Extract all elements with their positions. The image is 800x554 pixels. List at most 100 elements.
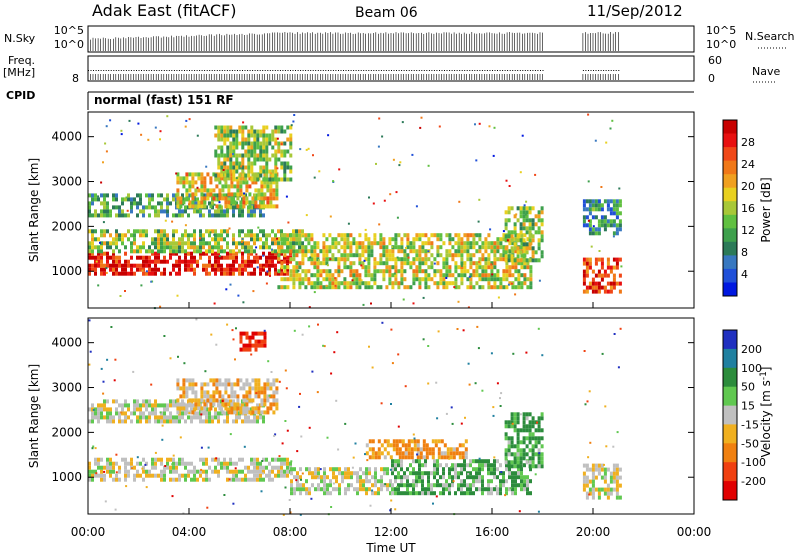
echo-cell [319, 273, 323, 278]
echo-cell [100, 407, 103, 412]
echo-cell [425, 443, 429, 448]
noise-cell [235, 177, 238, 180]
echo-cell [394, 265, 398, 270]
echo-cell [127, 469, 130, 474]
echo-cell [253, 415, 256, 420]
echo-cell [277, 149, 281, 154]
echo-cell [109, 457, 112, 462]
echo-cell [272, 382, 276, 387]
echo-cell [298, 281, 302, 286]
echo-cell [525, 230, 529, 235]
echo-cell [235, 415, 238, 420]
echo-cell [214, 193, 217, 198]
echo-cell [247, 477, 250, 482]
echo-cell [269, 196, 273, 201]
nsky-tick-top: 10^5 [54, 24, 84, 37]
echo-cell [391, 487, 394, 492]
echo-cell [253, 267, 256, 272]
echo-cell [520, 261, 524, 266]
echo-cell [100, 259, 103, 264]
echo-cell [421, 245, 425, 250]
echo-cell [439, 273, 443, 278]
echo-cell [185, 378, 189, 383]
echo-cell [272, 394, 276, 399]
echo-cell [239, 410, 243, 415]
echo-cell [250, 141, 254, 146]
echo-cell [169, 201, 172, 206]
echo-cell [100, 245, 103, 250]
noise-cell [302, 235, 305, 238]
echo-cell [217, 125, 221, 130]
nave-dot [317, 70, 319, 71]
echo-cell [612, 281, 616, 286]
noise-cell [150, 280, 153, 283]
echo-cell [260, 188, 264, 193]
echo-cell [160, 271, 163, 276]
echo-cell [403, 249, 407, 254]
echo-cell [274, 241, 277, 246]
echo-cell [193, 477, 196, 482]
echo-cell [214, 259, 217, 264]
echo-cell [355, 249, 359, 254]
echo-cell [392, 447, 396, 452]
echo-cell [358, 257, 362, 262]
echo-cell [337, 233, 341, 238]
echo-cell [257, 339, 261, 344]
echo-cell [259, 461, 262, 466]
echo-cell [373, 233, 377, 238]
echo-cell [130, 267, 133, 272]
echo-cell [437, 439, 441, 444]
echo-cell [455, 451, 459, 456]
echo-cell [307, 233, 311, 238]
echo-cell [166, 241, 169, 246]
nave-dot [191, 70, 193, 71]
echo-cell [154, 213, 157, 218]
echo-cell [528, 428, 532, 433]
echo-cell [418, 265, 422, 270]
echo-cell [277, 145, 281, 150]
echo-cell [103, 193, 106, 198]
echo-cell [585, 269, 589, 274]
noise-cell [120, 411, 123, 414]
y-tick-label: 1000 [51, 264, 82, 278]
echo-cell [523, 463, 526, 468]
echo-cell [352, 277, 356, 282]
echo-cell [340, 257, 344, 262]
echo-cell [262, 241, 265, 246]
echo-cell [260, 192, 264, 197]
echo-cell [293, 475, 296, 480]
echo-cell [217, 267, 220, 272]
echo-cell [379, 269, 383, 274]
echo-cell [205, 267, 208, 272]
echo-cell [260, 386, 264, 391]
echo-cell [403, 285, 407, 290]
echo-cell [421, 269, 425, 274]
echo-cell [208, 213, 211, 218]
echo-cell [293, 467, 296, 472]
echo-cell [389, 479, 392, 484]
echo-cell [522, 218, 526, 223]
echo-cell [253, 173, 257, 178]
noise-cell [448, 457, 451, 460]
echo-cell [286, 125, 290, 130]
echo-cell [582, 261, 586, 266]
echo-cell [523, 483, 526, 488]
echo-cell [256, 403, 259, 408]
echo-cell [406, 257, 410, 262]
echo-cell [529, 459, 532, 464]
echo-cell [254, 386, 258, 391]
echo-cell [304, 237, 308, 242]
echo-cell [251, 331, 255, 336]
echo-cell [529, 277, 533, 282]
colorbar-swatch [723, 214, 737, 229]
echo-cell [262, 165, 266, 170]
noise-cell [464, 416, 466, 419]
echo-cell [139, 201, 142, 206]
echo-cell [490, 265, 494, 270]
echo-cell [331, 253, 335, 258]
echo-cell [298, 285, 302, 290]
echo-cell [529, 281, 533, 286]
echo-cell [322, 253, 326, 258]
echo-cell [169, 249, 172, 254]
echo-cell [217, 153, 221, 158]
